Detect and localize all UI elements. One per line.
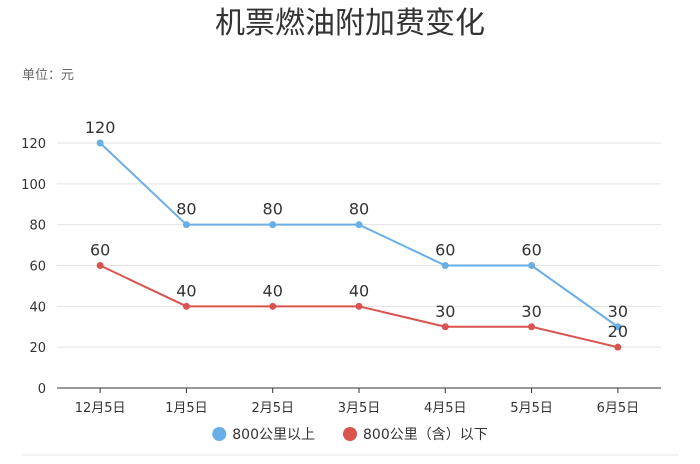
x-tick-label: 2月5日	[251, 401, 294, 416]
data-label: 40	[176, 281, 196, 300]
y-tick-label: 100	[21, 178, 46, 193]
x-tick-label: 3月5日	[338, 401, 381, 416]
data-point	[182, 221, 190, 229]
y-tick-label: 20	[29, 341, 46, 356]
data-label: 30	[521, 302, 541, 321]
legend: 800公里以上 800公里（含）以下	[22, 427, 679, 456]
data-point	[96, 262, 104, 269]
legend-item-1: 800公里以上	[212, 427, 315, 443]
x-tick-label: 6月5日	[597, 401, 640, 416]
data-point	[269, 302, 277, 310]
data-point	[355, 221, 363, 229]
data-point	[355, 302, 363, 310]
data-label: 20	[608, 322, 628, 341]
legend-label: 800公里以上	[232, 427, 315, 443]
data-point	[528, 323, 536, 331]
y-tick-label: 120	[21, 137, 46, 152]
legend-label: 800公里（含）以下	[363, 427, 488, 443]
data-point	[441, 323, 449, 331]
data-point	[269, 221, 277, 229]
y-tick-label: 80	[29, 219, 46, 234]
data-label: 40	[263, 281, 283, 300]
data-label: 40	[349, 281, 369, 300]
data-point	[614, 343, 622, 351]
grid-lines	[57, 142, 661, 348]
x-tick-label: 1月5日	[165, 401, 208, 416]
legend-marker	[343, 427, 357, 441]
data-point	[614, 323, 622, 331]
y-tick-label: 0	[38, 382, 46, 397]
series-1: 120 80 80 80 60 60 30	[85, 118, 628, 331]
x-tick-label: 12月5日	[75, 401, 126, 416]
legend-marker	[212, 427, 227, 441]
data-point	[528, 262, 536, 269]
unit-label: 单位：元	[22, 68, 74, 83]
data-label: 80	[349, 200, 369, 219]
data-point	[182, 302, 190, 310]
y-tick-label: 40	[29, 300, 46, 315]
y-tick-label: 60	[29, 260, 46, 275]
data-label: 60	[521, 241, 541, 260]
data-label: 60	[90, 241, 110, 260]
data-point	[441, 262, 449, 269]
axes: 0 20 40 60 80 100 120 12月5日 1月5日 2月5日 3月5日 4月5日 5月5日…	[21, 137, 661, 416]
data-label: 80	[263, 200, 283, 219]
x-tick-label: 5月5日	[510, 401, 553, 416]
x-tick-label: 4月5日	[424, 401, 467, 416]
data-point	[96, 139, 104, 147]
data-label: 120	[85, 118, 116, 137]
data-label: 60	[435, 241, 455, 260]
data-label: 80	[176, 200, 196, 219]
chart-title: 机票燃油附加费变化	[215, 6, 485, 41]
data-label: 30	[435, 302, 455, 321]
data-label: 30	[608, 302, 628, 321]
legend-item-2: 800公里（含）以下	[343, 427, 488, 443]
